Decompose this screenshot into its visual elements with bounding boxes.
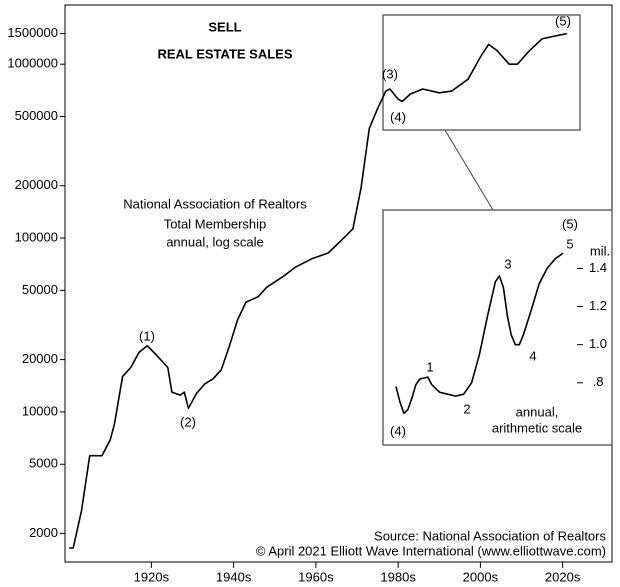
- y-axis-label: mil.: [590, 243, 610, 258]
- x-tick-label: 1940s: [216, 569, 252, 584]
- x-tick-label: 2000s: [463, 569, 499, 584]
- y-tick-label: .8: [593, 374, 604, 389]
- chart-title: SELL: [208, 19, 241, 34]
- wave-label: 4: [529, 348, 536, 363]
- y-tick-label: 1000000: [7, 56, 58, 71]
- y-tick-label: 100000: [15, 229, 58, 244]
- wave-label: (5): [562, 216, 578, 231]
- wave-label: (2): [180, 414, 196, 429]
- inset-box: [382, 209, 613, 446]
- highlight-box: [382, 14, 581, 131]
- wave-label: (5): [555, 13, 571, 28]
- note: arithmetic scale: [492, 420, 582, 435]
- data-line: [395, 252, 564, 415]
- y-tick-label: 200000: [15, 177, 58, 192]
- source: © April 2021 Elliott Wave International …: [256, 543, 606, 558]
- wave-label: (3): [382, 66, 398, 81]
- y-tick-label: 500000: [15, 108, 58, 123]
- x-tick-label: 1920s: [134, 569, 170, 584]
- wave-label: 1: [426, 359, 433, 374]
- wave-label: (4): [390, 109, 406, 124]
- wave-label: 2: [463, 401, 470, 416]
- y-tick-label: 1.2: [589, 298, 607, 313]
- note: annual, log scale: [166, 234, 264, 249]
- wave-label: (4): [390, 423, 406, 438]
- y-tick-label: 20000: [22, 351, 58, 366]
- connector: [444, 129, 494, 211]
- wave-label: (1): [139, 328, 155, 343]
- source: Source: National Association of Realtors: [374, 528, 606, 543]
- x-tick-label: 2020s: [545, 569, 581, 584]
- y-tick-label: 1.0: [589, 336, 607, 351]
- y-tick-label: 2000: [29, 525, 58, 540]
- wave-label: 5: [566, 236, 573, 251]
- y-tick-label: 10000: [22, 403, 58, 418]
- note: annual,: [516, 404, 559, 419]
- y-tick-label: 5000: [29, 456, 58, 471]
- y-tick-label: 1500000: [7, 25, 58, 40]
- y-tick-label: 1.4: [589, 260, 607, 275]
- chart-title: REAL ESTATE SALES: [157, 46, 292, 61]
- wave-label: 3: [504, 256, 511, 271]
- note: National Association of Realtors: [123, 196, 307, 211]
- x-tick-label: 1980s: [380, 569, 416, 584]
- data-line: [69, 32, 567, 549]
- note: Total Membership: [164, 216, 267, 231]
- y-tick-label: 50000: [22, 282, 58, 297]
- x-tick-label: 1960s: [298, 569, 334, 584]
